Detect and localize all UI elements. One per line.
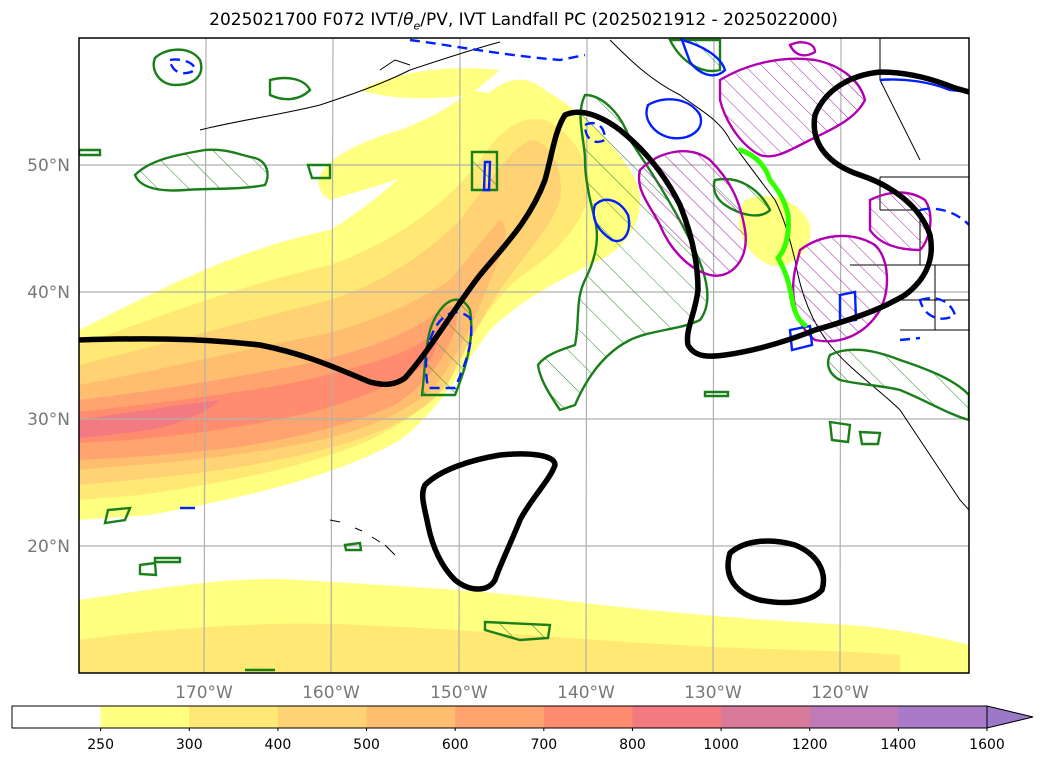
ivt-250-region-gulf [360,68,500,99]
pv-region-south [483,620,552,642]
pv-contour-small-1 [152,48,203,87]
colorbar-cell [100,706,190,728]
pv-contour-small-5 [828,420,852,444]
lat-label-20n: 20°N [27,537,70,557]
blue-contour-3 [680,38,727,77]
map-plot-area [79,38,969,673]
colorbar-tick-label: 300 [176,737,203,753]
meridian-160w [330,38,334,673]
ivt-landfall-contour-central-pacific [419,451,558,592]
pv-region-southwest-coast [826,348,969,422]
colorbar-cell [277,706,368,728]
blue-dashed-contour-5 [919,207,969,226]
blue-contour-6 [838,290,858,324]
pv-contour-small-2 [268,76,312,101]
colorbar-tick-label: 1200 [792,737,828,753]
colorbar-cell [632,706,722,728]
blue-contour-1 [592,198,631,243]
blue-contour-2 [645,98,703,140]
colorbar-frame [11,705,988,729]
pv-region-gulf [668,38,722,73]
colorbar-tick-label: 600 [442,737,469,753]
lon-label-140w: 140°W [557,683,615,703]
pv-contour-small-10 [703,390,730,398]
ivt-contours-blue [180,38,969,510]
ivt-landfall-contour-main [79,69,969,388]
pv-contour-small-4 [103,506,132,525]
colorbar: 250 300 400 500 600 700 800 1000 1200 1400 1600 [11,705,1034,753]
colorbar-tick-label: 400 [265,737,292,753]
colorbar-tick-label: 1600 [969,737,1005,753]
theta-e-contour-small [788,41,817,57]
map-frame [78,37,970,674]
ivt-shading [79,68,969,673]
lon-label-130w: 130°W [684,683,742,703]
theta-e-region-north [718,57,867,158]
pv-contour-small-6 [858,430,882,446]
colorbar-tick-label: 250 [87,737,114,753]
blue-dashed-contour-3 [168,58,197,75]
colorbar-cell [366,706,456,728]
colorbar-tick-label: 1400 [881,737,917,753]
lon-label-150w: 150°W [430,683,488,703]
blue-dashed-contour-7 [899,336,921,342]
pv-regions [79,38,969,672]
colorbar-tick-label: 700 [530,737,557,753]
lon-label-160w: 160°W [302,683,360,703]
meridian-170w [203,38,207,673]
ivt-landfall-contour-southeast [725,538,827,606]
blue-dashed-contour-6 [918,296,957,320]
hawaii-coast [329,519,396,556]
pv-region-northwest [133,148,269,192]
colorbar-cell [12,706,102,728]
landfall-segment [737,147,808,328]
pv-contour-small-9 [343,541,363,552]
blue-dashed-contour-2 [409,38,586,62]
colorbar-tick-label: 1000 [703,737,739,753]
colorbar-cell [543,706,633,728]
longitude-labels: 170°W 160°W 150°W 140°W 130°W 120°W [175,683,869,703]
ivt-black-contours [79,69,969,606]
colorbar-cell [721,706,811,728]
lat-label-40n: 40°N [27,283,70,303]
colorbar-cells [12,706,988,728]
colorbar-cell [455,706,545,728]
colorbar-cell [809,706,899,728]
lat-label-50n: 50°N [27,156,70,176]
colorbar-cell [898,706,988,728]
pv-contour-small-3 [306,163,332,180]
west-coast [609,39,969,511]
pv-contour-small-7 [138,561,158,577]
lon-label-120w: 120°W [811,683,869,703]
lon-label-170w: 170°W [175,683,233,703]
colorbar-tick-labels: 250 300 400 500 600 700 800 1000 1200 1400 1600 [87,728,1005,753]
latitude-labels: 50°N 40°N 30°N 20°N [27,156,70,557]
aleutian-coast [199,41,501,131]
ivt-300-region-south [79,623,900,673]
blue-contour-7 [788,324,814,352]
map-title: 2025021700 F072 IVT/θe/PV, IVT Landfall … [209,10,838,33]
pv-contour-small-11 [79,148,102,157]
blue-contour-4 [482,160,492,192]
colorbar-tick-label: 500 [353,737,380,753]
blue-dashed-contour-1 [424,311,473,390]
blue-contour-5 [879,78,969,94]
colorbar-cell [189,706,279,728]
colorbar-tick-label: 800 [619,737,646,753]
lat-label-30n: 30°N [27,410,70,430]
pv-contour-small-8 [153,556,182,564]
blue-dashed-contour-4 [583,121,607,144]
colorbar-extend-arrow [986,705,1034,729]
ivt-contours-blue-dashed [168,38,969,390]
ivt-250-region-north [318,90,500,200]
